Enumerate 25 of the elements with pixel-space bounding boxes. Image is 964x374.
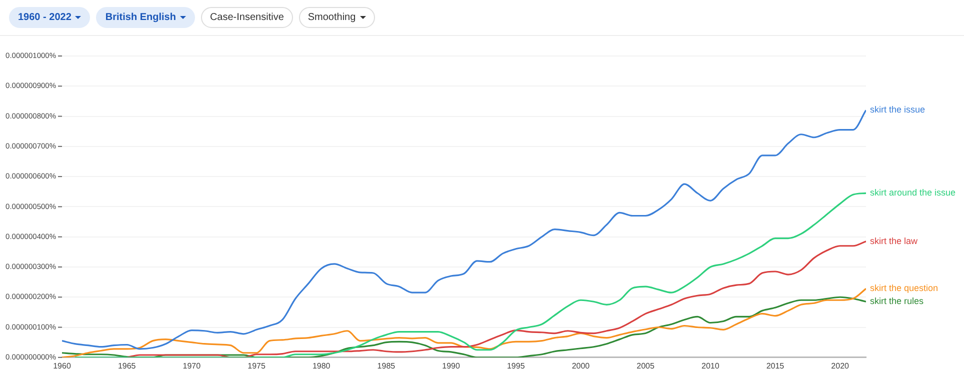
x-tick-label: 1985	[377, 361, 396, 370]
series-label: skirt the issue	[870, 104, 926, 115]
text: 1960 - 2022	[18, 12, 72, 23]
x-tick-label: 1995	[506, 361, 526, 370]
x-tick-label: 2010	[701, 361, 720, 370]
series-label: skirt around the issue	[870, 188, 956, 198]
x-tick-label: 1975	[248, 361, 266, 370]
x-tick-label: 2020	[831, 361, 850, 370]
x-tick-label: 1980	[312, 361, 331, 370]
x-tick-label: 1960	[53, 361, 72, 370]
series-label: skirt the question	[870, 283, 938, 294]
x-tick-label: 2005	[636, 361, 655, 370]
x-tick-label: 1990	[442, 361, 460, 370]
text: Smoothing	[308, 12, 356, 23]
x-tick-label: 2000	[572, 361, 590, 370]
line-series	[62, 109, 866, 350]
line-series	[126, 240, 866, 358]
series-label: skirt the law	[870, 236, 918, 246]
line-series	[74, 192, 866, 358]
text: Case-Insensitive	[210, 12, 284, 23]
x-tick-label: 1965	[118, 361, 136, 370]
text: British English	[105, 12, 176, 23]
x-tick-label: 1970	[182, 361, 202, 370]
series-label: skirt the rules	[870, 296, 924, 306]
x-tick-label: 2015	[766, 361, 785, 370]
